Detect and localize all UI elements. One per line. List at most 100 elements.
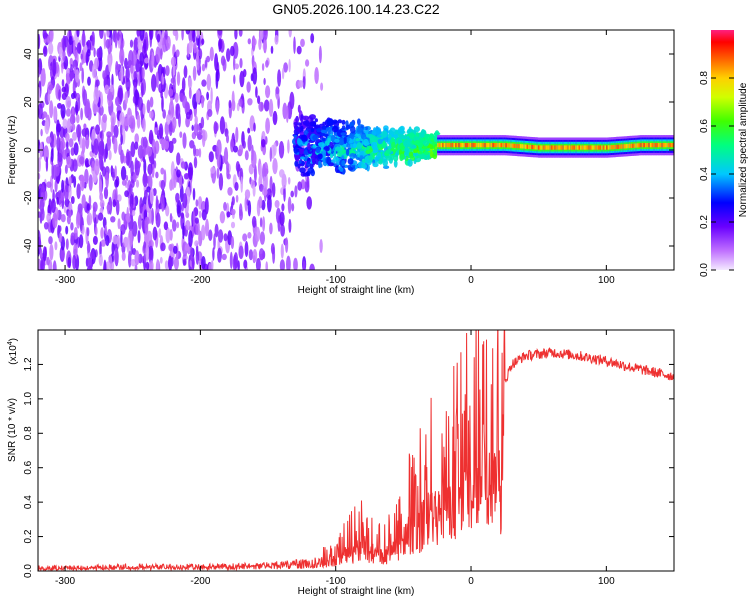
- spectrogram-transition-blob: [408, 132, 415, 139]
- spectrogram-noise-blob: [85, 134, 90, 150]
- spectrogram-noise-blob: [50, 198, 56, 213]
- spectrogram-noise-blob: [62, 118, 68, 129]
- spectrogram-carrier-cell: [523, 144, 526, 149]
- spectrogram-noise-blob: [234, 30, 238, 40]
- spectrogram-carrier-cell: [484, 143, 487, 148]
- spectrogram-noise-blob: [263, 77, 266, 86]
- spectrogram-transition-blob: [363, 138, 369, 147]
- spectrogram-noise-blob: [129, 39, 134, 48]
- snr-y-tick-label: 0.6: [23, 460, 34, 474]
- spectrogram-noise-blob: [247, 38, 251, 45]
- spectrogram-noise-blob: [88, 174, 93, 191]
- spectrogram-noise-blob: [38, 258, 41, 270]
- spectrogram-carrier-cell: [531, 144, 534, 150]
- spectrogram-noise-blob: [278, 141, 285, 159]
- spectrogram-transition-blob: [354, 133, 360, 138]
- spectrogram-noise-blob: [184, 243, 190, 252]
- spectrogram-transition-blob: [378, 158, 383, 165]
- spectrogram-noise-blob: [116, 31, 120, 41]
- spectrogram-noise-blob: [252, 35, 256, 52]
- spectrogram-carrier-cell: [645, 143, 647, 148]
- spectrogram-noise-blob: [63, 205, 67, 214]
- spectrogram-noise-blob: [160, 194, 165, 212]
- spectrogram-transition-blob: [345, 124, 351, 130]
- spectrogram-carrier-cell: [581, 145, 584, 150]
- spectrogram-noise-blob: [251, 150, 257, 169]
- spectrogram-transition-blob: [391, 141, 396, 149]
- spectrogram-transition-blob: [385, 149, 392, 155]
- spectrogram-transition-blob: [382, 158, 389, 167]
- spectrogram-noise-blob: [95, 226, 98, 236]
- spectrogram-noise-blob: [168, 244, 173, 252]
- spectrogram-noise-blob: [148, 239, 154, 249]
- spectrogram-noise-blob: [139, 30, 145, 41]
- spectrogram-transition-blob: [301, 134, 308, 142]
- spectrogram-noise-blob: [181, 30, 184, 41]
- spectrogram-noise-blob: [302, 260, 306, 270]
- spectrogram-carrier-cell: [648, 143, 651, 148]
- spectrogram-noise-blob: [124, 91, 129, 105]
- spectrogram-noise-blob: [251, 216, 257, 228]
- spectrogram-carrier-cell: [640, 143, 643, 148]
- spectrogram-carrier-cell: [547, 145, 550, 150]
- spectrogram-carrier-cell: [482, 143, 485, 148]
- spectrogram-carrier-cell: [451, 143, 454, 148]
- spectrogram-noise-blob: [131, 209, 136, 217]
- spectrogram-noise-blob: [216, 154, 221, 169]
- spectrogram-carrier-cell: [524, 144, 527, 149]
- spectrogram-noise-blob: [97, 212, 104, 221]
- spectrogram-transition-blob: [316, 127, 322, 133]
- spectrogram-noise-blob: [103, 259, 107, 270]
- spectrogram-transition-blob: [343, 136, 347, 145]
- spectrogram-noise-blob: [80, 107, 83, 121]
- spectrogram-carrier-cell: [443, 143, 446, 148]
- spectrogram-noise-blob: [247, 200, 252, 217]
- spectrogram-noise-blob: [64, 83, 69, 98]
- spectrogram-carrier-cell: [507, 143, 509, 148]
- spectrogram-noise-blob: [69, 57, 74, 67]
- spectrogram-transition-blob: [399, 153, 405, 160]
- spectrogram-noise-blob: [285, 237, 289, 253]
- spectrogram-noise-blob: [176, 221, 180, 229]
- spectrogram-noise-blob: [141, 67, 145, 80]
- spectrogram-noise-blob: [58, 46, 63, 59]
- spectrogram-noise-blob: [223, 147, 229, 165]
- spectrogram-noise-blob: [255, 258, 261, 270]
- spectrogram-noise-blob: [78, 234, 84, 249]
- spectrogram-transition-blob: [407, 159, 413, 167]
- spectrogram-noise-blob: [176, 71, 181, 86]
- spectrogram-noise-blob: [201, 63, 206, 72]
- spectrogram-transition-blob: [415, 140, 420, 144]
- spectrogram-noise-blob: [58, 225, 62, 232]
- spectrogram-noise-blob: [179, 131, 183, 138]
- spectrogram-noise-blob: [320, 82, 324, 91]
- spectrogram-noise-blob: [182, 193, 188, 209]
- spectrogram-noise-blob: [68, 35, 73, 46]
- spectrogram-carrier-cell: [565, 145, 568, 150]
- spectrogram-transition-blob: [320, 129, 327, 134]
- spectrogram-noise-blob: [189, 140, 195, 149]
- spectrogram-noise-blob: [137, 214, 142, 230]
- spectrogram-noise-blob: [287, 196, 292, 214]
- spectrogram-noise-blob: [155, 195, 159, 210]
- spectrogram-noise-blob: [60, 104, 66, 119]
- spectrogram-noise-blob: [72, 59, 78, 70]
- spectrogram-noise-blob: [142, 136, 148, 149]
- spectrogram-transition-blob: [374, 128, 382, 137]
- spectrogram-noise-blob: [134, 250, 140, 266]
- spectrogram-noise-blob: [164, 260, 169, 270]
- spectrogram-carrier-cell: [575, 145, 578, 150]
- spectrogram-noise-blob: [162, 66, 166, 78]
- spectrogram-noise-blob: [128, 183, 133, 195]
- spectrogram-noise-blob: [253, 122, 256, 132]
- spectrogram-carrier-cell: [533, 145, 535, 150]
- spectrogram-noise-blob: [231, 90, 235, 107]
- spectrogram-noise-blob: [129, 115, 136, 133]
- spectrogram-carrier-cell: [466, 143, 469, 148]
- spectrogram-noise-blob: [240, 176, 243, 193]
- spectrogram-noise-blob: [192, 30, 196, 43]
- spectrogram-noise-blob: [62, 149, 67, 160]
- spectrogram-noise-blob: [201, 79, 207, 87]
- spectrogram-carrier-cell: [554, 145, 557, 150]
- spectrogram-transition-blob: [338, 137, 345, 146]
